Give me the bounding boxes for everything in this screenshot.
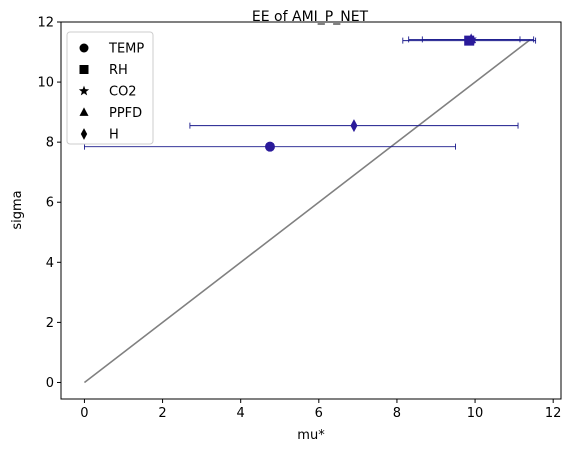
y-tick-label: 10 <box>37 76 54 91</box>
reference-line <box>83 39 531 384</box>
y-tick-label: 12 <box>37 16 54 31</box>
x-tick-label: 12 <box>545 406 562 421</box>
legend-label-h: H <box>109 128 119 143</box>
axis-ticks: 0 2 4 6 8 10 12 0 2 4 6 8 10 12 <box>37 16 561 422</box>
legend-label-temp: TEMP <box>108 42 144 57</box>
y-axis-label: sigma <box>10 190 25 229</box>
plot-area <box>83 33 537 384</box>
x-tick-label: 0 <box>80 406 88 421</box>
point-h <box>350 119 358 133</box>
y-tick-label: 8 <box>46 136 54 151</box>
x-tick-label: 8 <box>393 406 401 421</box>
x-tick-label: 10 <box>467 406 484 421</box>
legend-marker-ppfd <box>79 107 89 116</box>
chart-title: EE of AMI_P_NET <box>252 9 369 25</box>
legend-box <box>66 31 154 145</box>
x-axis-label: mu* <box>297 428 325 443</box>
legend-marker-h <box>80 128 88 140</box>
y-tick-label: 0 <box>46 376 54 391</box>
legend-marker-temp <box>79 43 89 53</box>
y-tick-label: 2 <box>46 316 54 331</box>
legend-label-rh: RH <box>109 63 128 78</box>
legend-marker-co2 <box>78 85 90 96</box>
point-ppfd <box>466 33 477 44</box>
legend-marker-rh <box>79 65 89 74</box>
legend: TEMP RH CO2 PPFD H <box>66 31 154 145</box>
y-tick-label: 4 <box>46 256 54 271</box>
x-tick-label: 2 <box>158 406 166 421</box>
plot-frame <box>60 21 562 400</box>
x-tick-label: 4 <box>237 406 245 421</box>
point-temp <box>264 141 275 152</box>
legend-label-ppfd: PPFD <box>109 106 142 121</box>
x-tick-label: 6 <box>315 406 323 421</box>
legend-label-co2: CO2 <box>109 85 137 100</box>
y-tick-label: 6 <box>46 196 54 211</box>
